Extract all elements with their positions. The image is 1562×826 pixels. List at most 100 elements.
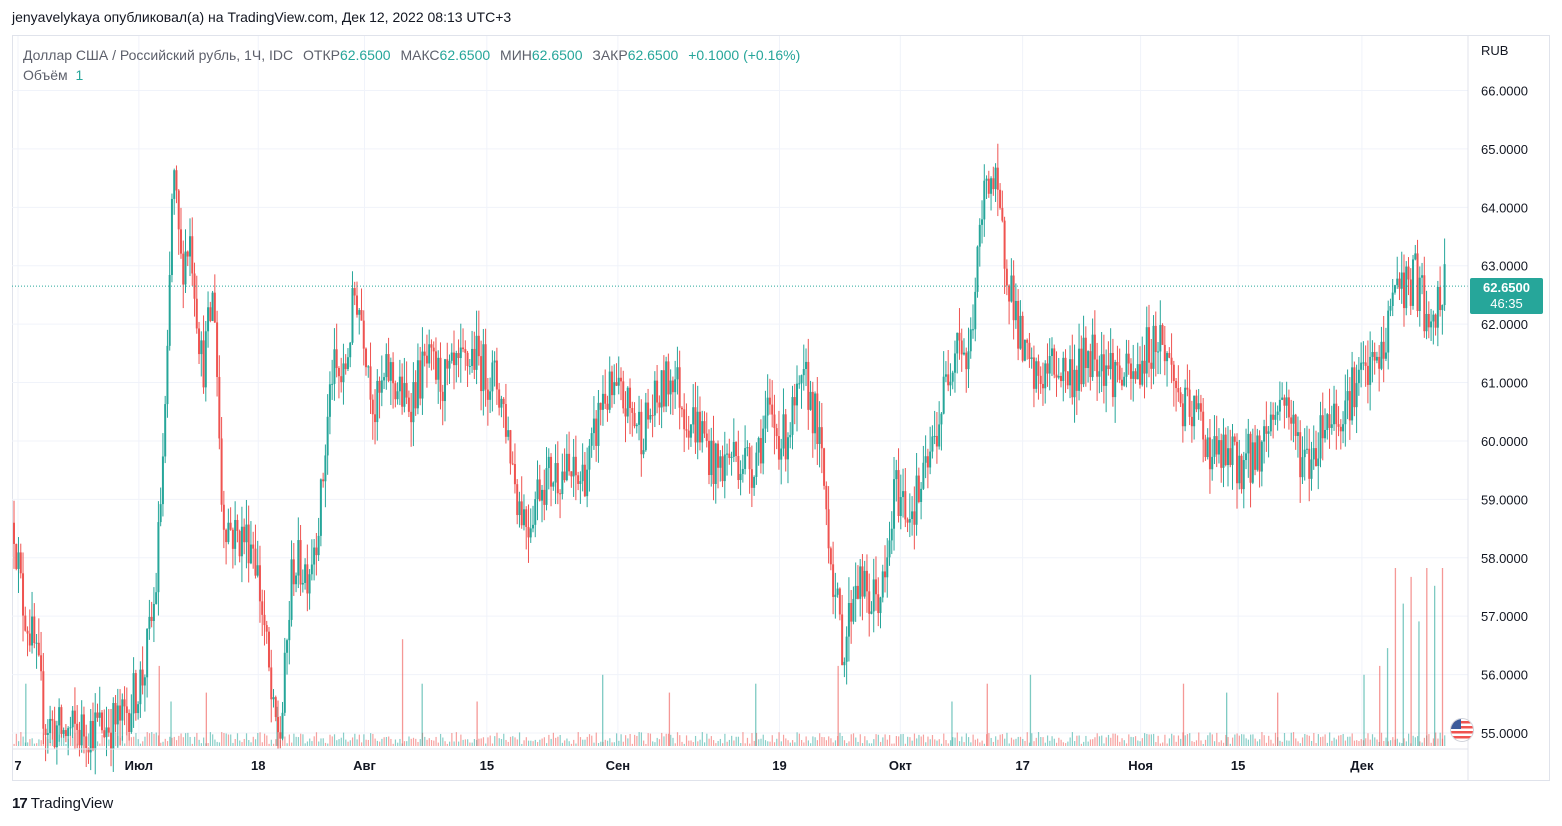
volume-bar — [647, 733, 649, 746]
volume-bar — [911, 740, 913, 746]
candle-body — [121, 699, 124, 721]
candle-body — [572, 456, 575, 477]
volume-bar — [990, 737, 992, 746]
volume-bar — [1055, 742, 1058, 746]
volume-bar — [821, 736, 823, 746]
volume-bar — [162, 741, 164, 746]
volume-bar — [805, 736, 807, 746]
candle-body — [1215, 436, 1218, 455]
candle-body — [658, 402, 661, 408]
candle-body — [1048, 356, 1051, 374]
volume-bar — [667, 733, 670, 746]
candle-body — [1260, 441, 1263, 472]
candle-body — [665, 361, 668, 407]
tradingview-footer[interactable]: 17 TradingView — [12, 795, 113, 812]
volume-bar — [665, 733, 667, 746]
volume-bar — [151, 732, 153, 746]
volume-bar — [925, 742, 927, 746]
volume-bar — [722, 743, 724, 746]
volume-bar — [1008, 743, 1010, 746]
candle-body — [1258, 435, 1261, 472]
legend-symbol[interactable]: Доллар США / Российский рубль, 1Ч, IDC — [23, 47, 294, 63]
volume-spike — [276, 706, 278, 746]
volume-bar — [239, 740, 241, 746]
volume-bar — [1204, 739, 1207, 746]
volume-bar — [539, 739, 541, 746]
candle-body — [308, 574, 311, 594]
candle-body — [1402, 272, 1405, 309]
candle-body — [468, 365, 471, 367]
candle-body — [1005, 268, 1008, 286]
volume-bar — [1367, 733, 1369, 746]
candle-body — [768, 397, 771, 405]
candle-body — [953, 353, 956, 373]
volume-bar — [1263, 735, 1265, 746]
chart-frame[interactable] — [12, 35, 1550, 781]
volume-bar — [467, 739, 469, 746]
candle-body — [1060, 375, 1063, 382]
us-flag-icon[interactable] — [1450, 718, 1474, 742]
currency-label[interactable]: RUB — [1481, 43, 1509, 58]
volume-spike — [1386, 648, 1389, 746]
volume-bar — [1146, 733, 1148, 746]
candle-body — [1066, 371, 1069, 386]
candle-body — [1351, 367, 1354, 421]
volume-bar — [697, 741, 699, 746]
candle-body — [656, 380, 659, 403]
volume-bar — [381, 738, 383, 746]
volume-bar — [843, 740, 846, 746]
candle-body — [141, 669, 144, 686]
candle-body — [493, 360, 496, 363]
legend-volume-label[interactable]: Объём — [23, 67, 68, 83]
candle-body — [967, 351, 970, 370]
volume-bar — [681, 741, 683, 746]
volume-bar — [200, 743, 202, 746]
volume-bar — [1247, 739, 1249, 746]
candle-body — [119, 705, 122, 721]
candle-body — [753, 476, 756, 488]
candle-body — [1154, 325, 1157, 353]
volume-spike — [1379, 665, 1381, 746]
volume-bar — [103, 732, 105, 746]
candle-body — [290, 559, 293, 620]
volume-bar — [1279, 740, 1281, 746]
candle-body — [1256, 435, 1259, 470]
volume-bar — [1033, 741, 1035, 746]
candle-body — [1251, 442, 1254, 483]
candle-body — [1073, 369, 1076, 398]
volume-bar — [882, 737, 884, 746]
candle-body — [1179, 392, 1182, 404]
volume-bar — [1265, 742, 1268, 746]
volume-bar — [963, 742, 965, 746]
candle-body — [213, 292, 216, 323]
volume-bar — [1254, 738, 1256, 746]
candle-body — [299, 540, 302, 585]
candle-body — [687, 430, 690, 438]
volume-bar — [221, 732, 223, 746]
candle-body — [1217, 440, 1220, 455]
volume-bar — [133, 736, 135, 746]
volume-bar — [426, 739, 428, 746]
candle-body — [234, 519, 237, 549]
volume-bar — [1107, 734, 1110, 746]
legend-open-value: 62.6500 — [339, 47, 391, 63]
candle-body — [437, 357, 440, 380]
volume-bar — [272, 743, 275, 746]
candle-body — [410, 411, 413, 423]
candle-body — [1050, 348, 1053, 357]
volume-bar — [1189, 733, 1191, 746]
volume-bar — [347, 741, 349, 746]
candle-body — [58, 707, 61, 726]
volume-bar — [1270, 739, 1272, 746]
volume-bar — [832, 742, 834, 746]
candle-body — [328, 384, 331, 417]
candle-body — [1046, 363, 1049, 374]
volume-bar — [60, 732, 63, 746]
candle-body — [337, 368, 340, 377]
candle-body — [509, 430, 512, 464]
volume-bar — [139, 743, 142, 746]
volume-bar — [137, 739, 139, 746]
volume-bar — [460, 734, 462, 746]
volume-bar — [1268, 735, 1270, 746]
